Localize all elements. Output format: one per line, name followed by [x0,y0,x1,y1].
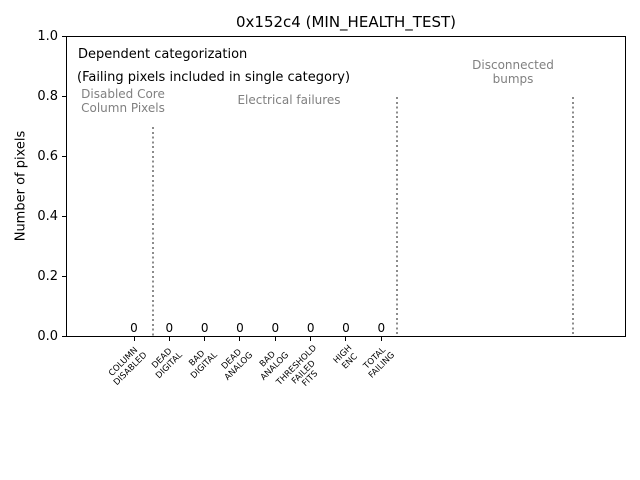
region-divider-line [571,96,574,337]
annotation-line: bumps [492,72,534,87]
x-tick-mark [239,337,241,341]
chart-annotation: Disabled Core Column Pixels [81,87,165,116]
x-tick-label: BAD DIGITAL [183,344,220,381]
chart-annotation: Electrical failures [237,93,340,107]
bar-value-label: 0 [342,321,350,335]
y-axis-label: Number of pixels [13,130,29,242]
y-tick-mark [62,216,66,217]
annotation-line: Disabled Core [81,87,165,101]
annotation-line: Column Pixels [81,101,165,116]
annotation-line: Dependent categorization [78,47,248,62]
chart-annotation: (Failing pixels included in single categ… [77,70,351,85]
y-tick-label: 0.4 [37,208,58,224]
bar-value-label: 0 [165,321,174,335]
chart-annotation: Dependent categorization [78,47,248,62]
x-tick-label: HIGH ENC [332,343,362,373]
x-tick-mark [310,337,312,341]
y-tick-mark [62,336,66,337]
y-tick-label: 0.2 [37,268,58,284]
x-tick-mark [380,337,382,341]
x-tick-label: TOTAL FAILING [360,344,397,381]
region-divider-line [395,96,398,337]
bar-value-label: 0 [236,321,244,335]
plot-area [66,36,626,337]
chart-title: 0x152c4 (MIN_HEALTH_TEST) [236,13,456,31]
y-tick-label: 0.6 [37,148,58,164]
chart-annotation: Disconnected bumps [472,58,554,87]
bar-value-label: 0 [377,321,386,335]
x-tick-mark [345,337,347,341]
x-tick-label: COLUMN DISABLED [106,344,150,388]
bar-value-label: 0 [130,321,138,335]
y-tick-mark [62,276,66,277]
bar-value-label: 0 [200,321,209,335]
bar-value-label: 0 [306,321,315,335]
annotation-line: Electrical failures [237,93,341,107]
annotation-line: Disconnected [472,58,554,72]
x-tick-mark [204,337,206,341]
region-divider-line [152,126,155,337]
bar-value-label: 0 [271,321,280,335]
x-tick-mark [133,337,135,341]
y-tick-label: 0.0 [37,328,58,344]
y-tick-mark [62,156,66,157]
annotation-line: (Failing pixels included in single categ… [77,70,351,85]
x-tick-label: DEAD DIGITAL [148,344,185,381]
y-tick-label: 0.8 [37,88,58,104]
x-tick-mark [168,337,170,341]
y-tick-mark [62,96,66,97]
y-tick-mark [62,36,66,37]
x-tick-label: DEAD ANALOG [217,344,256,383]
x-tick-mark [274,337,276,341]
y-tick-label: 1.0 [37,28,58,44]
